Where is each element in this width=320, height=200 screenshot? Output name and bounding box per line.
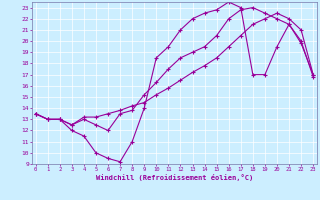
X-axis label: Windchill (Refroidissement éolien,°C): Windchill (Refroidissement éolien,°C) xyxy=(96,174,253,181)
